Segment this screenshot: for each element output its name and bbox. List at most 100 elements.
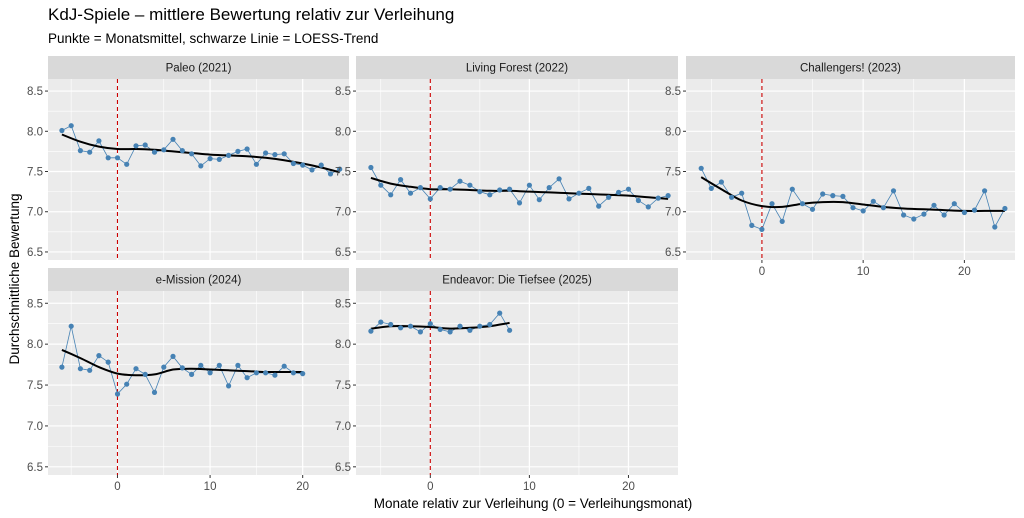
data-point xyxy=(1002,205,1008,212)
panel-1: Paleo (2021) 6.5 7.0 7.5 8.0 8.5 xyxy=(27,56,349,260)
data-point xyxy=(437,185,443,191)
data-point xyxy=(290,160,296,167)
data-point xyxy=(477,323,483,329)
data-point xyxy=(407,323,414,329)
data-point xyxy=(708,185,714,191)
panel-4: e-Mission (2024) 6.5 7.0 7.5 8.0 8.5 0 10 20 xyxy=(27,268,349,493)
data-point xyxy=(457,323,463,329)
x-tick-label: 20 xyxy=(296,481,309,493)
data-point xyxy=(235,362,241,368)
data-point xyxy=(556,176,562,182)
data-point xyxy=(941,212,947,218)
data-point xyxy=(789,186,795,192)
data-point xyxy=(378,319,384,325)
data-point xyxy=(368,328,374,334)
data-point xyxy=(124,381,130,387)
data-point xyxy=(596,203,602,209)
data-point xyxy=(378,182,384,188)
x-tick-label: 0 xyxy=(427,481,433,493)
data-point xyxy=(300,371,306,377)
data-point xyxy=(961,209,968,216)
data-point xyxy=(971,207,978,213)
y-tick-label: 7.0 xyxy=(27,421,43,433)
data-point xyxy=(388,192,394,198)
data-point xyxy=(880,205,887,211)
y-tick-label: 8.0 xyxy=(27,339,43,351)
data-point xyxy=(606,194,612,200)
y-tick-label: 6.5 xyxy=(27,462,43,474)
x-tick-label: 10 xyxy=(857,266,870,278)
data-point xyxy=(536,197,542,203)
data-point xyxy=(179,148,185,154)
data-point xyxy=(467,327,473,333)
y-tick-label: 8.5 xyxy=(665,86,681,98)
data-point xyxy=(566,196,572,202)
data-point xyxy=(850,205,856,211)
data-point xyxy=(921,211,927,217)
data-point xyxy=(870,198,876,204)
data-point xyxy=(951,201,957,207)
y-tick-label: 8.5 xyxy=(27,86,43,98)
data-point xyxy=(327,171,334,177)
y-tick-label: 8.0 xyxy=(335,126,351,138)
data-point xyxy=(170,136,176,142)
y-tick-label: 6.5 xyxy=(335,462,351,474)
data-point xyxy=(447,329,453,335)
data-point xyxy=(739,190,745,196)
data-point xyxy=(437,326,443,332)
data-point xyxy=(179,365,185,371)
data-point xyxy=(87,149,93,155)
data-point xyxy=(487,192,493,198)
x-tick-label: 20 xyxy=(622,481,635,493)
data-point xyxy=(309,167,315,173)
data-point xyxy=(281,363,287,369)
data-point xyxy=(207,156,213,162)
data-point xyxy=(635,197,642,204)
data-point xyxy=(170,353,176,359)
data-point xyxy=(318,162,324,168)
data-point xyxy=(427,196,433,202)
data-point xyxy=(890,188,897,194)
chart-title: KdJ-Spiele – mittlere Bewertung relativ … xyxy=(48,5,455,24)
y-tick-label: 6.5 xyxy=(27,247,43,259)
panel-strip xyxy=(686,56,1015,79)
data-point xyxy=(87,367,93,373)
y-tick-label: 7.0 xyxy=(335,207,351,219)
panel-5: Endeavor: Die Tiefsee (2025) 6.5 7.0 7.5 8.0… xyxy=(335,268,678,493)
y-tick-label: 7.5 xyxy=(335,167,351,179)
data-point xyxy=(77,148,83,154)
y-tick-label: 8.0 xyxy=(335,339,351,351)
data-point xyxy=(477,189,483,195)
data-point xyxy=(189,151,195,157)
data-point xyxy=(151,389,158,395)
data-point xyxy=(417,329,423,335)
y-tick-label: 7.0 xyxy=(665,207,681,219)
data-point xyxy=(161,147,167,153)
x-axis-title: Monate relativ zur Verleihung (0 = Verle… xyxy=(374,496,693,511)
y-tick-label: 7.5 xyxy=(665,167,681,179)
x-tick-label: 0 xyxy=(114,481,120,493)
data-point xyxy=(263,150,269,156)
data-point xyxy=(105,155,111,161)
data-point xyxy=(809,206,816,212)
data-point xyxy=(59,127,65,134)
y-axis-title: Durchschnittliche Bewertung xyxy=(7,193,22,364)
y-tick-label: 8.5 xyxy=(335,298,351,310)
panel-title: Endeavor: Die Tiefsee (2025) xyxy=(442,275,592,287)
panel-background xyxy=(356,79,678,260)
data-point xyxy=(68,123,74,129)
data-point xyxy=(820,191,826,197)
data-point xyxy=(655,195,661,201)
data-point xyxy=(216,362,222,368)
data-point xyxy=(77,366,83,372)
panel-2: Living Forest (2022) 6.5 7.0 7.5 8.0 8.5 xyxy=(335,56,678,260)
panel-strip xyxy=(48,56,349,79)
data-point xyxy=(497,187,503,193)
data-point xyxy=(105,359,111,365)
data-point xyxy=(779,218,785,224)
data-point xyxy=(982,188,988,194)
data-point xyxy=(526,182,533,188)
panel-title: e-Mission (2024) xyxy=(156,275,242,287)
y-tick-label: 7.5 xyxy=(27,380,43,392)
